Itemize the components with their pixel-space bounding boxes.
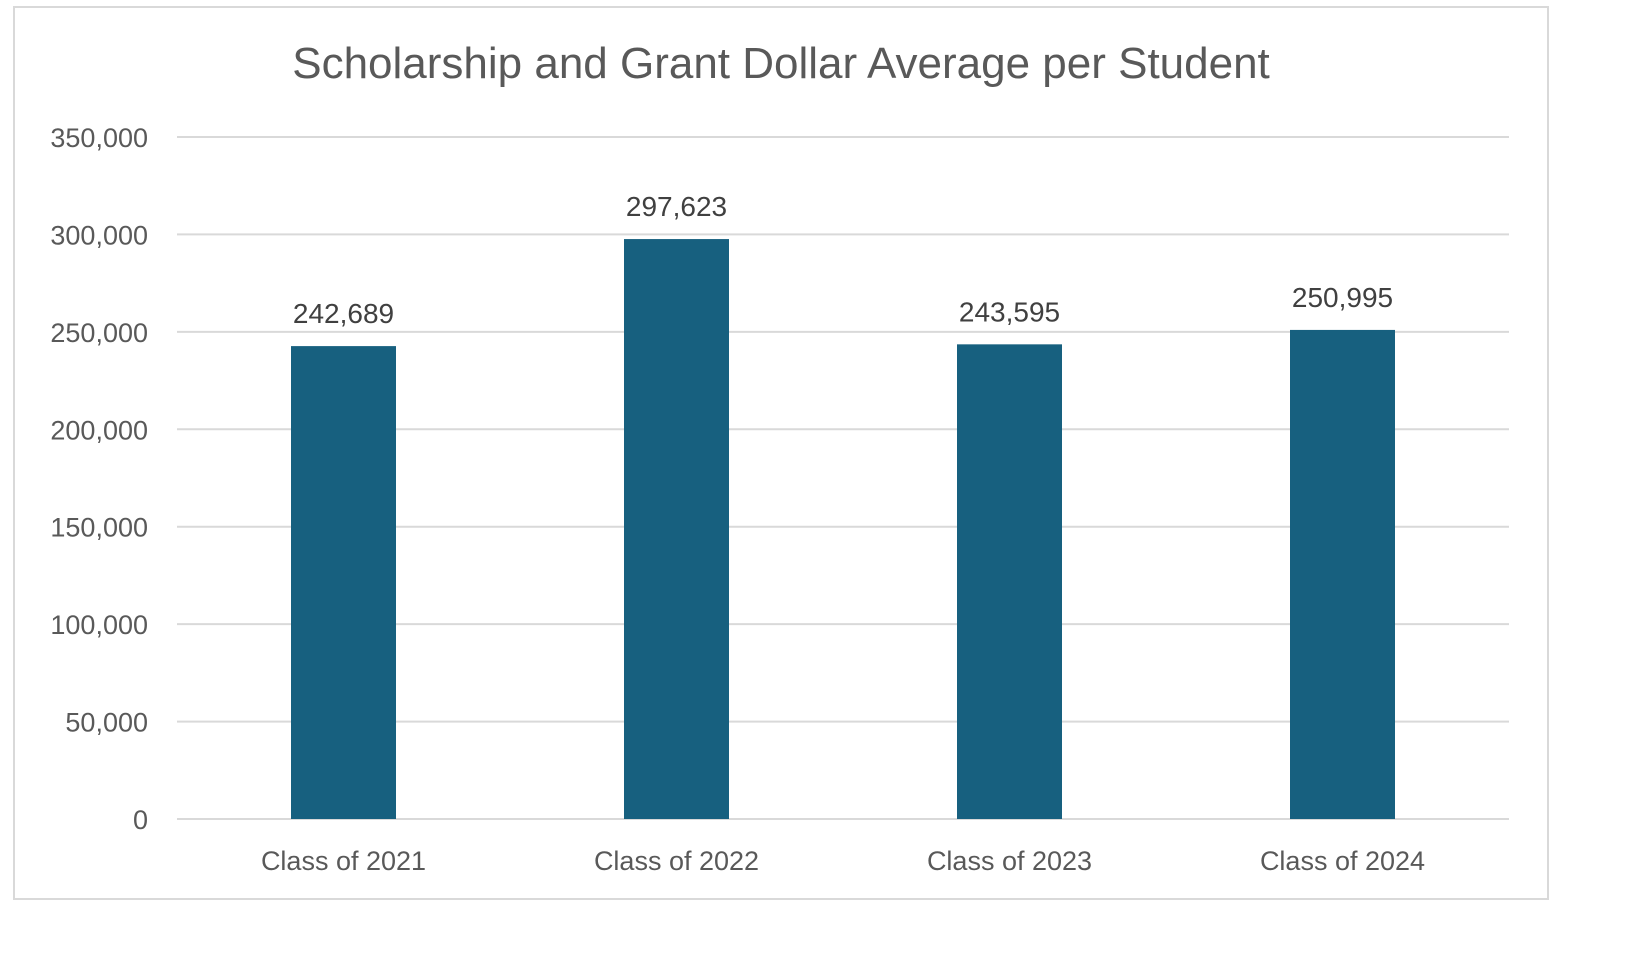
data-label: 297,623 bbox=[626, 191, 727, 222]
x-category-label: Class of 2022 bbox=[594, 846, 759, 876]
bars bbox=[291, 239, 1395, 820]
gridlines bbox=[177, 136, 1509, 820]
y-tick-label: 50,000 bbox=[65, 708, 148, 738]
bar bbox=[624, 239, 729, 820]
data-label: 250,995 bbox=[1292, 282, 1393, 313]
y-tick-label: 250,000 bbox=[50, 318, 148, 348]
x-category-label: Class of 2023 bbox=[927, 846, 1092, 876]
x-axis-category-labels: Class of 2021 Class of 2022 Class of 2023 C… bbox=[261, 846, 1425, 876]
chart-title: Scholarship and Grant Dollar Average per… bbox=[292, 39, 1270, 88]
y-tick-label: 100,000 bbox=[50, 610, 148, 640]
bar bbox=[291, 346, 396, 819]
bar bbox=[957, 344, 1062, 819]
y-tick-label: 150,000 bbox=[50, 513, 148, 543]
x-category-label: Class of 2024 bbox=[1260, 846, 1425, 876]
y-tick-label: 300,000 bbox=[50, 220, 148, 250]
y-tick-label: 0 bbox=[133, 805, 148, 835]
data-labels: 242,689 297,623 243,595 250,995 bbox=[293, 191, 1393, 329]
x-category-label: Class of 2021 bbox=[261, 846, 426, 876]
data-label: 243,595 bbox=[959, 296, 1060, 327]
y-tick-label: 200,000 bbox=[50, 415, 148, 445]
y-axis-tick-labels: 0 50,000 100,000 150,000 200,000 250,000 300,0… bbox=[50, 123, 148, 835]
data-label: 242,689 bbox=[293, 298, 394, 329]
y-tick-label: 350,000 bbox=[50, 123, 148, 153]
bar bbox=[1290, 329, 1395, 819]
